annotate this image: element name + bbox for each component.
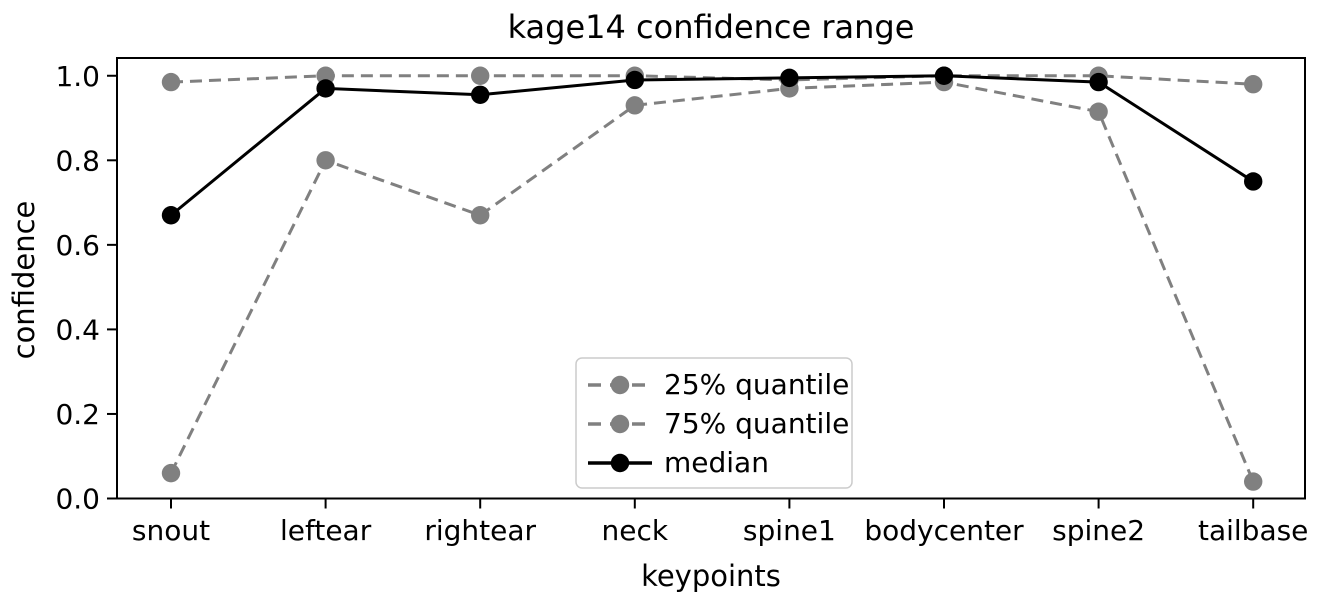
y-tick-label: 0.2 xyxy=(55,398,100,431)
legend-glyph-marker xyxy=(610,453,630,473)
y-tick-label: 0.4 xyxy=(55,313,100,346)
x-tick-label: leftear xyxy=(280,514,372,547)
data-point-marker xyxy=(780,68,799,88)
data-point-marker xyxy=(1089,102,1108,121)
axes-frame xyxy=(116,57,1306,500)
y-axis-ticks: 0.0 0.2 0.4 0.6 0.8 1.0 xyxy=(55,60,117,516)
chart-title: kage14 confidence range xyxy=(507,8,915,46)
data-point-marker xyxy=(471,66,490,85)
data-point-marker xyxy=(934,66,954,85)
data-point-marker xyxy=(471,206,490,225)
data-point-marker xyxy=(316,151,335,170)
data-point-marker xyxy=(625,96,644,115)
series-line xyxy=(169,80,1255,483)
data-point-marker xyxy=(161,463,181,483)
legend-item: median xyxy=(588,446,769,479)
data-point-marker xyxy=(316,79,335,98)
x-tick-label: spine2 xyxy=(1052,514,1145,547)
data-point-marker xyxy=(1244,172,1263,191)
data-point-marker xyxy=(161,206,181,225)
legend-label: 75% quantile xyxy=(664,407,849,440)
x-tick-label: tailbase xyxy=(1198,514,1308,547)
y-tick-label: 1.0 xyxy=(55,60,100,93)
legend-box xyxy=(575,357,853,489)
x-tick-label: rightear xyxy=(424,514,536,547)
x-tick-label: bodycenter xyxy=(864,514,1024,547)
x-tick-label: snout xyxy=(132,514,210,547)
data-point-marker xyxy=(1244,75,1263,94)
y-tick-label: 0.6 xyxy=(55,229,100,262)
data-point-marker xyxy=(471,85,490,104)
legend-label: median xyxy=(664,446,769,479)
data-point-marker xyxy=(625,70,644,90)
legend-glyph-marker xyxy=(610,414,630,434)
data-point-marker xyxy=(1089,72,1108,92)
y-axis-label: confidence xyxy=(7,200,41,360)
data-point-marker xyxy=(1244,472,1263,491)
legend: 25% quantile 75% quantile median xyxy=(575,357,853,489)
data-point-marker xyxy=(161,72,181,92)
x-tick-label: spine1 xyxy=(743,514,836,547)
legend-item: 25% quantile xyxy=(588,368,849,401)
legend-item: 75% quantile xyxy=(588,407,849,440)
x-tick-label: neck xyxy=(602,514,669,547)
x-axis-ticks: snout leftear rightear neck spine1 bodycenter… xyxy=(132,498,1308,547)
series-line xyxy=(170,74,1255,217)
data-point-marker xyxy=(316,66,335,85)
series-median xyxy=(161,66,1263,225)
y-tick-label: 0.0 xyxy=(55,483,100,516)
legend-label: 25% quantile xyxy=(664,368,849,401)
y-tick-label: 0.8 xyxy=(55,144,100,177)
x-axis-label: keypoints xyxy=(641,559,781,593)
legend-glyph-marker xyxy=(610,375,630,395)
